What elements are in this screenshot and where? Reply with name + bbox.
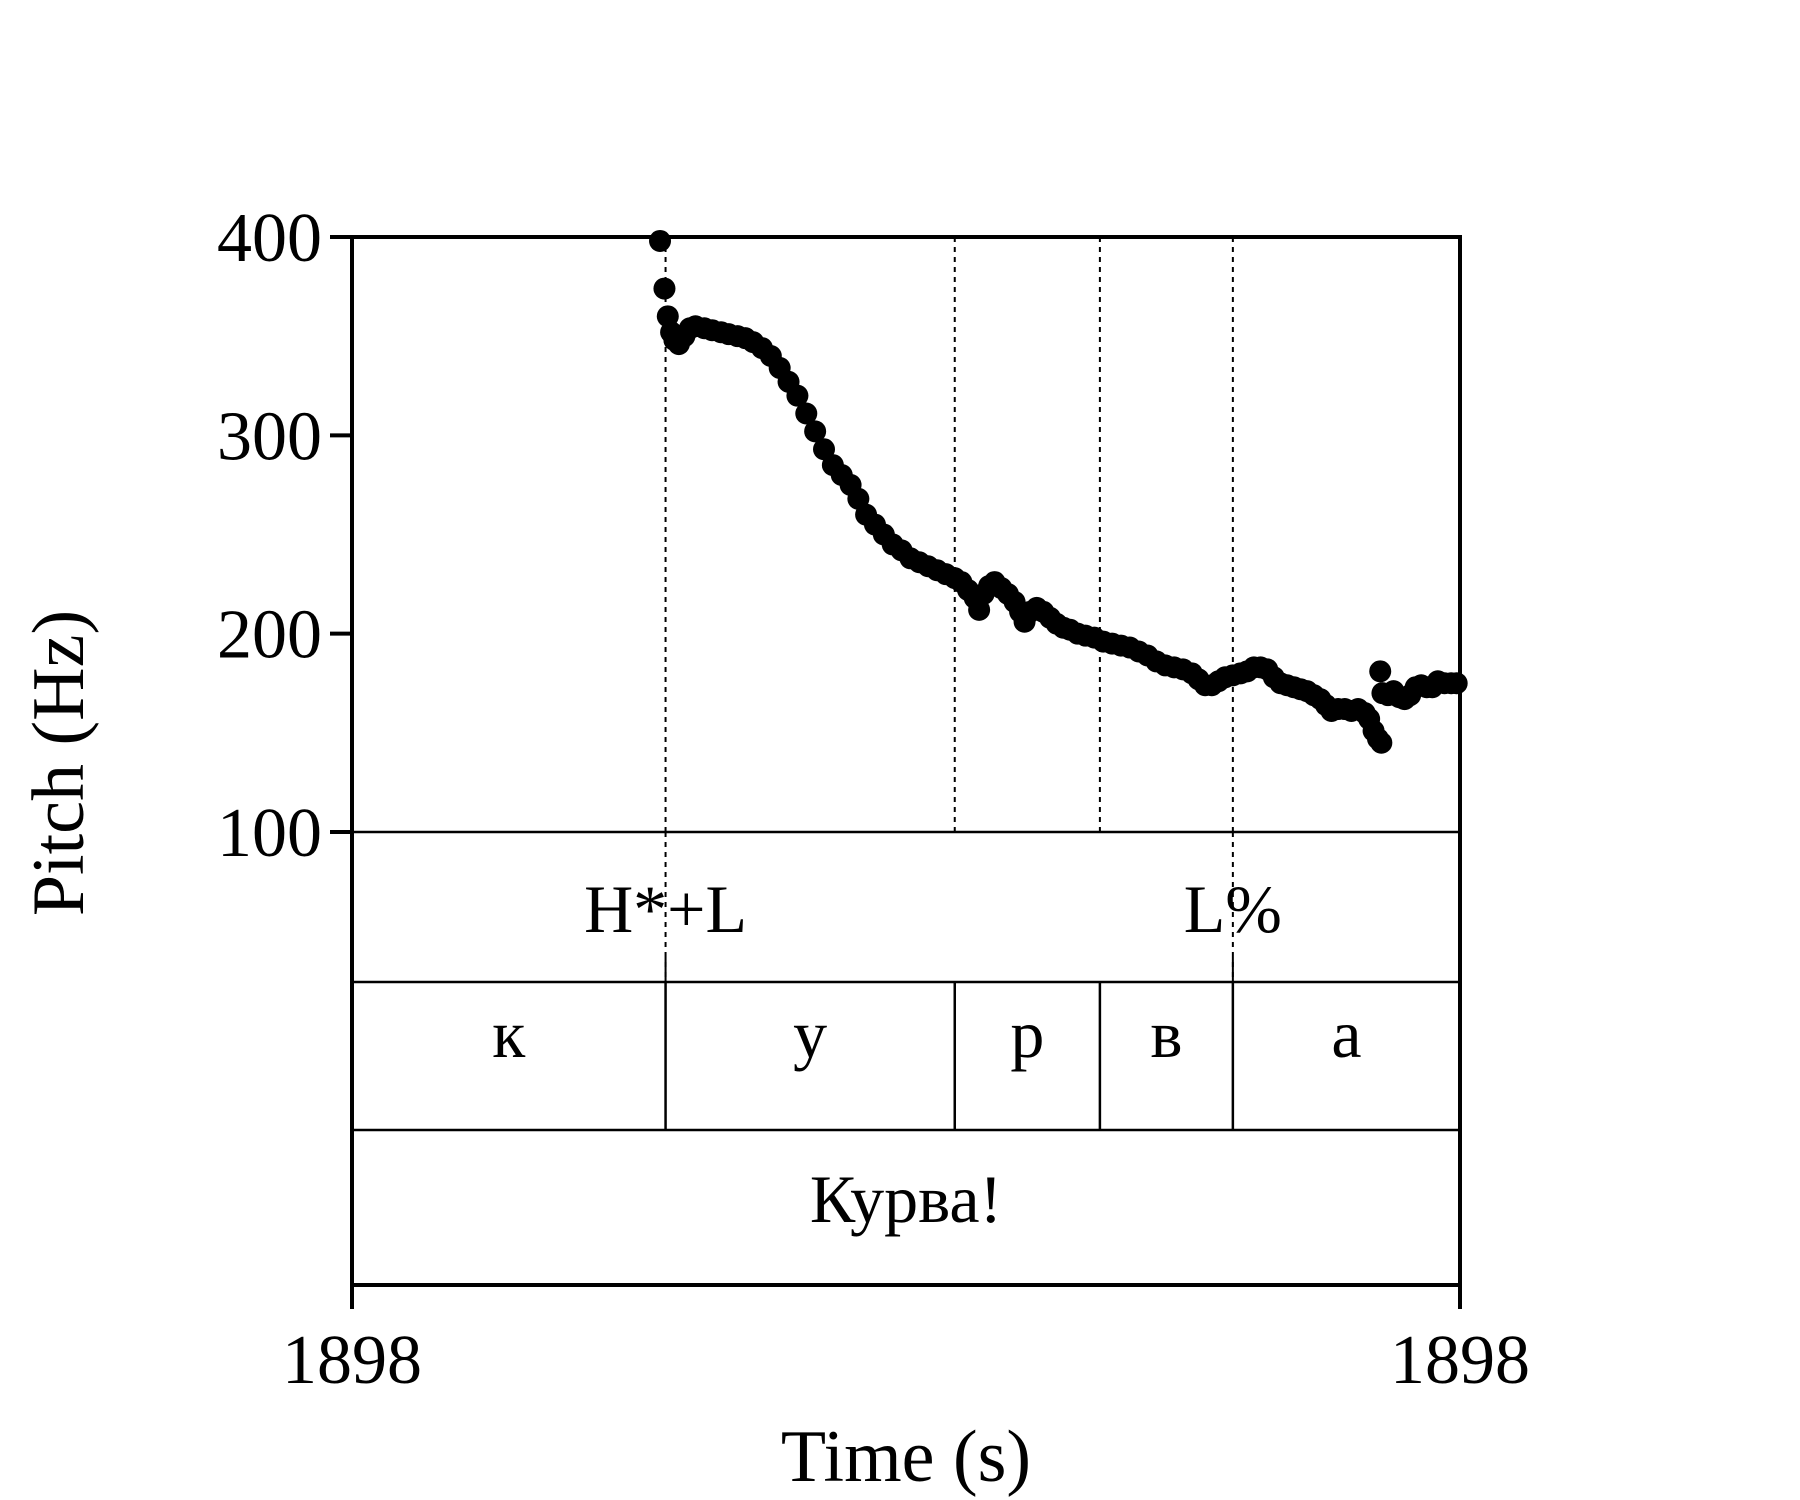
x-axis-ticks: 1898 1898 bbox=[282, 1285, 1530, 1399]
pitch-point bbox=[786, 384, 809, 407]
segment-label: в bbox=[1150, 996, 1182, 1072]
segment-label: у bbox=[793, 996, 827, 1072]
pitch-point bbox=[795, 402, 818, 425]
x-axis-title: Time (s) bbox=[781, 1416, 1031, 1498]
y-axis-ticks: 100 200 300 400 bbox=[217, 200, 352, 872]
segment-label: р bbox=[1010, 996, 1044, 1072]
y-tick-label: 300 bbox=[217, 398, 322, 475]
y-axis-title: Pitch (Hz) bbox=[18, 610, 100, 916]
x-tick-label: 1898 bbox=[282, 1322, 422, 1399]
pitch-point bbox=[1445, 672, 1468, 695]
pitch-point bbox=[804, 420, 827, 443]
tone-tier: H*+L L% bbox=[584, 832, 1282, 982]
pitch-point bbox=[1370, 731, 1393, 754]
tone-label: L% bbox=[1184, 871, 1282, 947]
word-label: Курва! bbox=[810, 1161, 1002, 1237]
pitch-points bbox=[649, 229, 1468, 754]
pitch-point bbox=[1369, 660, 1392, 683]
tone-label: H*+L bbox=[584, 871, 747, 947]
pitch-point bbox=[653, 277, 676, 300]
segment-label: к bbox=[492, 996, 526, 1072]
x-tick-label: 1898 bbox=[1390, 1322, 1530, 1399]
segment-label: а bbox=[1331, 996, 1361, 1072]
y-tick-label: 200 bbox=[217, 597, 322, 674]
y-tick-label: 100 bbox=[217, 795, 322, 872]
boundary-lines bbox=[664, 237, 1234, 832]
pitch-point bbox=[649, 229, 672, 252]
plot-frame bbox=[350, 235, 1462, 1287]
word-tier: Курва! bbox=[810, 1161, 1002, 1237]
y-tick-label: 400 bbox=[217, 200, 322, 277]
